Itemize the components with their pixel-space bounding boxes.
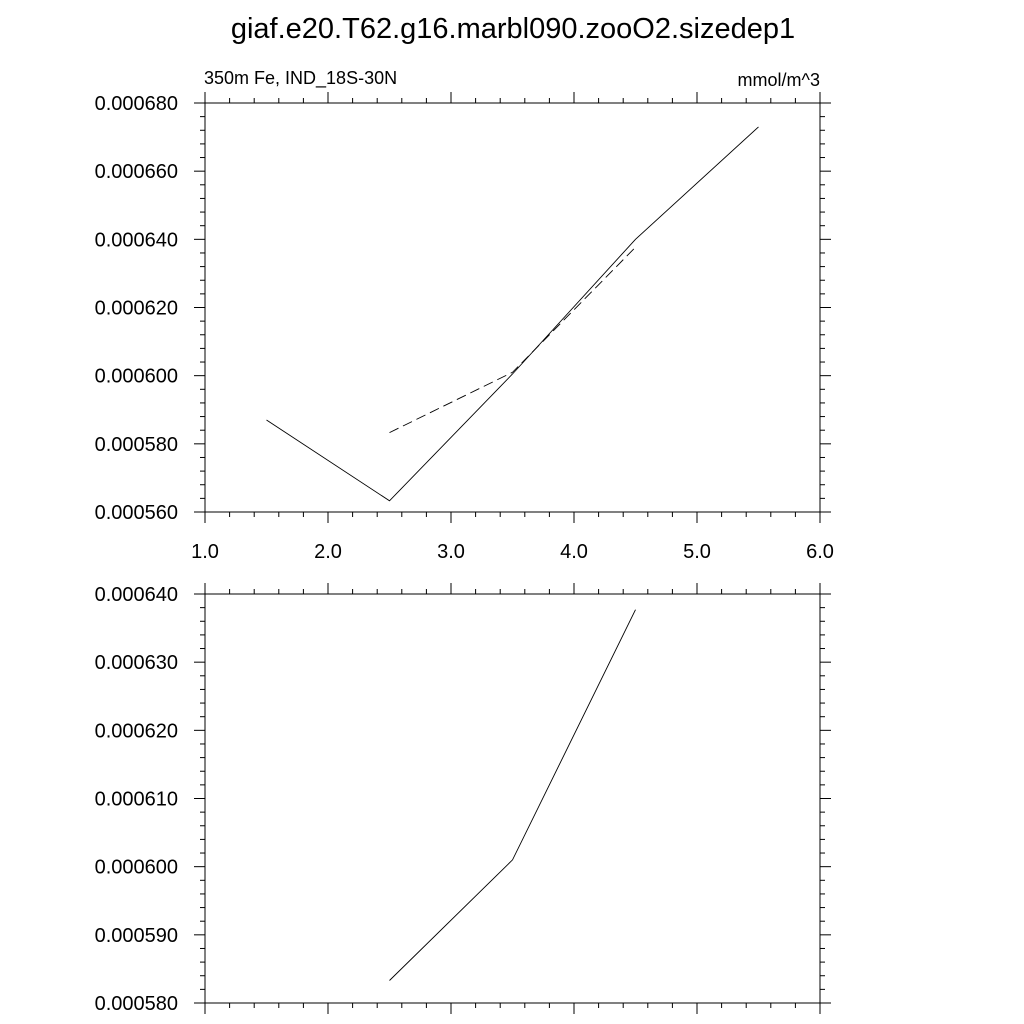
top-panel: 350m Fe, IND_18S-30N mmol/m^3 1.0 2.0 3.0 4… [95, 68, 834, 563]
bottom-y-tick-label: 0.000630 [95, 652, 178, 674]
top-panel-right-label: mmol/m^3 [738, 70, 820, 90]
top-y-tick-label: 0.000660 [95, 161, 178, 183]
top-y-tick-label: 0.000620 [95, 298, 178, 320]
top-y-tick-label: 0.000600 [95, 366, 178, 388]
top-x-tick-label: 5.0 [683, 541, 711, 563]
top-x-tick-label: 2.0 [314, 541, 342, 563]
bottom-y-tick-label: 0.000600 [95, 857, 178, 879]
bottom-y-tick-label: 0.000580 [95, 993, 178, 1015]
top-x-tick-label: 3.0 [437, 541, 465, 563]
top-y-tick-label: 0.000580 [95, 434, 178, 456]
bottom-y-tick-label: 0.000610 [95, 789, 178, 811]
top-x-tick-label: 1.0 [191, 541, 219, 563]
top-series-0-solid-line [266, 126, 759, 502]
top-y-tick-label: 0.000680 [95, 93, 178, 115]
bottom-series-0-solid-line [389, 609, 636, 981]
top-y-tick-label: 0.000560 [95, 502, 178, 524]
bottom-y-tick-label: 0.000620 [95, 720, 178, 742]
top-series-1-dashed-line [389, 246, 636, 434]
bottom-y-tick-label: 0.000640 [95, 584, 178, 606]
bottom-panel: 0.000580 0.000590 0.000600 0.000610 0.000620… [95, 583, 831, 1015]
top-x-tick-label: 4.0 [560, 541, 588, 563]
top-panel-left-label: 350m Fe, IND_18S-30N [204, 68, 397, 89]
top-panel-plot-frame [204, 102, 821, 513]
figure-title: giaf.e20.T62.g16.marbl090.zooO2.sizedep1 [231, 13, 795, 45]
bottom-y-tick-label: 0.000590 [95, 925, 178, 947]
top-x-tick-label: 6.0 [806, 541, 834, 563]
top-y-tick-label: 0.000640 [95, 229, 178, 251]
bottom-panel-plot-frame [204, 593, 821, 1004]
